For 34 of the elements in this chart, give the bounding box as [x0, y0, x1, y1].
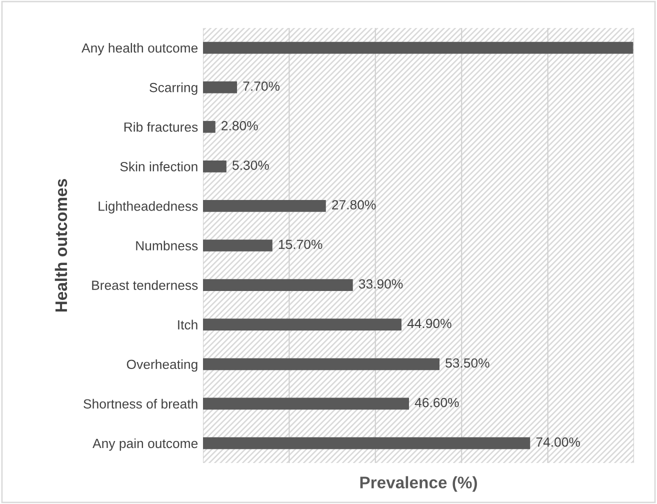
x-axis-title: Prevalence (%) — [360, 476, 477, 492]
data-label: 53.50% — [446, 358, 490, 368]
bar — [203, 437, 530, 450]
bar — [203, 200, 326, 212]
bar — [203, 160, 226, 172]
bar — [203, 318, 402, 331]
y-axis-title: Health outcomes — [54, 179, 68, 312]
data-label: 44.90% — [407, 318, 452, 328]
data-label: 46.60% — [414, 398, 459, 408]
bar — [203, 398, 409, 410]
bar — [203, 279, 353, 291]
bar — [203, 358, 440, 370]
y-tick-label: Rib fractures — [124, 122, 198, 132]
data-label: 33.90% — [358, 279, 403, 289]
bar — [203, 81, 238, 94]
y-tick-label: Overheating — [126, 359, 198, 372]
bar — [203, 42, 634, 54]
data-label: 74.00% — [536, 437, 580, 447]
data-label: 15.70% — [278, 240, 322, 250]
bar — [203, 120, 216, 133]
data-label: 7.70% — [243, 82, 280, 91]
y-tick-label: Skin infection — [120, 162, 198, 172]
y-tick-label: Breast tenderness — [92, 280, 198, 290]
data-label: 27.80% — [332, 200, 376, 210]
y-tick-label: Lightheadedness — [98, 201, 198, 214]
data-label: 2.80% — [222, 121, 258, 130]
y-tick-label: Any pain outcome — [92, 438, 198, 451]
y-tick-label: Numbness — [136, 240, 198, 250]
y-tick-label: Any health outcome — [82, 42, 198, 56]
y-tick-label: Shortness of breath — [84, 398, 198, 409]
y-tick-label: Itch — [178, 320, 198, 330]
y-tick-label: Scarring — [150, 82, 198, 95]
bar — [203, 240, 272, 252]
data-label: 5.30% — [232, 160, 269, 170]
